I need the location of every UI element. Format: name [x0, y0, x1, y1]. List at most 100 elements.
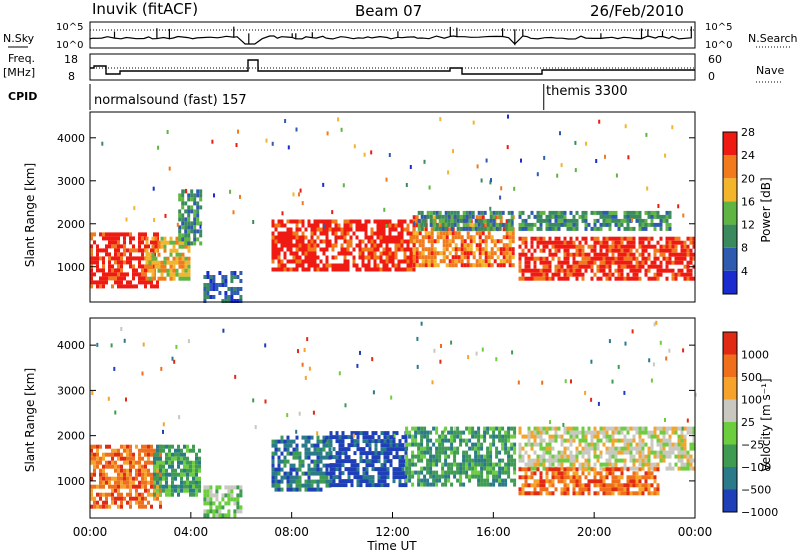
heatmap-cell: [126, 460, 129, 465]
heatmap-cell: [304, 251, 308, 256]
heatmap-cell: [417, 478, 421, 483]
heatmap-cell: [209, 501, 213, 506]
heatmap-cell: [209, 283, 213, 287]
heatmap-cell: [668, 466, 672, 471]
heatmap-cell: [539, 458, 543, 463]
heatmap-cell: [189, 480, 192, 485]
heatmap-cell: [424, 231, 428, 236]
heatmap-cell: [533, 434, 537, 439]
heatmap-cell: [638, 438, 642, 443]
y-tick-label: 3000: [57, 384, 85, 397]
heatmap-cell: [417, 442, 421, 447]
heatmap-cell: [178, 209, 182, 214]
heatmap-cell: [521, 218, 525, 223]
heatmap-cell: [569, 272, 573, 277]
heatmap-cell: [671, 236, 675, 241]
heatmap-cell: [492, 430, 496, 435]
heatmap-cell: [295, 447, 299, 452]
heatmap-cell: [554, 240, 558, 245]
heatmap-cell: [325, 467, 329, 472]
heatmap-cell: [141, 276, 144, 281]
heatmap-cell: [447, 466, 451, 471]
heatmap-cell: [536, 240, 540, 245]
heatmap-cell: [602, 430, 606, 435]
heatmap-cell: [168, 166, 171, 171]
heatmap-cell: [391, 235, 395, 240]
heatmap-cell: [108, 452, 111, 457]
heatmap-cell: [545, 268, 549, 273]
heatmap-cell: [524, 483, 528, 488]
heatmap-cell: [111, 488, 114, 493]
noise-right-tick-top: 10^5: [705, 22, 732, 33]
heatmap-cell: [341, 431, 345, 436]
heatmap-cell: [353, 451, 357, 456]
heatmap-cell: [394, 223, 398, 228]
heatmap-cell: [298, 259, 302, 264]
heatmap-cell: [641, 426, 645, 431]
heatmap-cell: [530, 236, 534, 241]
heatmap-cell: [286, 447, 290, 452]
heatmap-cell: [593, 252, 597, 257]
heatmap-cell: [379, 255, 383, 260]
heatmap-cell: [150, 480, 153, 485]
heatmap-cell: [373, 267, 377, 272]
heatmap-cell: [530, 442, 534, 447]
heatmap-cell: [593, 248, 597, 253]
heatmap-cell: [171, 460, 174, 465]
heatmap-cell: [199, 241, 203, 246]
heatmap-cell: [147, 488, 150, 493]
heatmap-cell: [572, 256, 576, 261]
heatmap-cell: [486, 222, 490, 227]
heatmap-cell: [683, 272, 687, 277]
heatmap-cell: [102, 472, 105, 477]
heatmap-cell: [477, 438, 481, 443]
heatmap-cell: [156, 452, 159, 457]
heatmap-cell: [157, 244, 161, 249]
heatmap-cell: [184, 221, 188, 226]
heatmap-cell: [405, 466, 409, 471]
heatmap-cell: [408, 466, 412, 471]
heatmap-cell: [175, 236, 179, 241]
heatmap-cell: [367, 239, 371, 244]
heatmap-cell: [433, 259, 437, 264]
heatmap-cell: [451, 263, 455, 268]
heatmap-cell: [533, 462, 537, 467]
heatmap-cell: [539, 218, 543, 223]
heatmap-cell: [566, 446, 570, 451]
heatmap-cell: [171, 452, 174, 457]
heatmap-cell: [331, 267, 335, 272]
heatmap-cell: [138, 240, 141, 245]
heatmap-cell: [165, 480, 168, 485]
heatmap-cell: [332, 455, 336, 460]
heatmap-cell: [662, 430, 666, 435]
heatmap-cell: [322, 247, 326, 252]
heatmap-cell: [181, 221, 185, 226]
heatmap-cell: [346, 227, 350, 232]
heatmap-cell: [368, 451, 372, 456]
heatmap-cell: [401, 455, 405, 460]
heatmap-cell: [151, 260, 155, 265]
heatmap-cell: [623, 487, 627, 492]
heatmap-cell: [623, 260, 627, 265]
heatmap-cell: [650, 442, 654, 447]
heatmap-cell: [185, 188, 187, 193]
heatmap-cell: [593, 467, 597, 472]
heatmap-cell: [480, 442, 484, 447]
heatmap-cell: [445, 243, 449, 248]
heatmap-cell: [274, 239, 278, 244]
heatmap-cell: [385, 251, 389, 256]
heatmap-cell: [114, 276, 117, 281]
heatmap-cell: [674, 236, 678, 241]
heatmap-cell: [518, 264, 522, 269]
heatmap-cell: [234, 374, 237, 379]
heatmap-cell: [90, 452, 93, 457]
heatmap-cell: [403, 267, 407, 272]
heatmap-cell: [383, 467, 387, 472]
heatmap-cell: [659, 450, 663, 455]
heatmap-cell: [324, 437, 327, 442]
heatmap-cell: [359, 451, 363, 456]
heatmap-cell: [527, 483, 531, 488]
heatmap-cell: [111, 452, 114, 457]
heatmap-cell: [298, 487, 302, 492]
heatmap-cell: [680, 252, 684, 257]
